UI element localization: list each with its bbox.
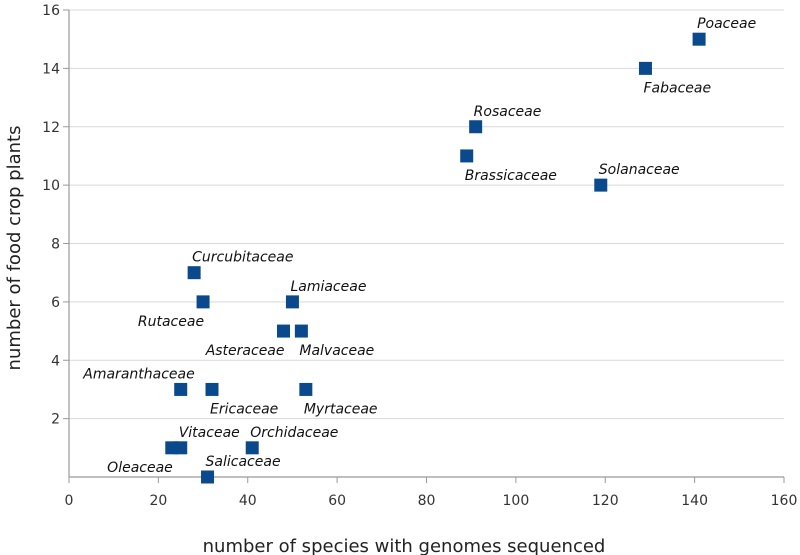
label-salicaceae: Salicaceae xyxy=(206,454,281,470)
label-rosaceae: Rosaceae xyxy=(474,104,542,120)
label-amaranthaceae: Amaranthaceae xyxy=(82,366,194,382)
point-asteraceae xyxy=(277,324,290,338)
point-labels: Poaceae Fabaceae Rosaceae Brassicaceae Solan… xyxy=(82,16,756,476)
y-axis-title: number of food crop plants xyxy=(4,126,25,371)
point-fabaceae xyxy=(638,61,652,75)
label-fabaceae: Fabaceae xyxy=(643,80,711,96)
label-lamiaceae: Lamiaceae xyxy=(290,279,366,295)
x-tick-label: 100 xyxy=(503,493,530,509)
point-rosaceae xyxy=(469,120,483,134)
grid-lines xyxy=(69,9,784,420)
label-poaceae: Poaceae xyxy=(697,16,756,32)
y-tick-label: 10 xyxy=(42,178,60,194)
x-axis-title: number of species with genomes sequenced xyxy=(203,536,606,555)
y-tick-label: 14 xyxy=(42,61,60,77)
axes xyxy=(63,9,785,483)
x-tick-label: 20 xyxy=(149,493,167,509)
point-orchidaceae xyxy=(245,441,259,455)
label-oleaceae: Oleaceae xyxy=(107,460,173,476)
label-brassicaceae: Brassicaceae xyxy=(465,168,557,184)
data-points xyxy=(165,32,706,484)
x-tick-label: 0 xyxy=(65,493,74,509)
label-malvaceae: Malvaceae xyxy=(299,343,374,359)
point-lamiaceae xyxy=(285,295,299,309)
label-curcubitaceae: Curcubitaceae xyxy=(192,250,293,266)
x-tick-label: 60 xyxy=(328,493,346,509)
point-myrtaceae xyxy=(299,382,313,396)
y-tick-label: 12 xyxy=(42,120,60,136)
point-oleaceae xyxy=(165,441,179,455)
x-tick-label: 160 xyxy=(771,493,798,509)
x-tick-label: 40 xyxy=(239,493,257,509)
label-asteraceae: Asteraceae xyxy=(205,343,285,359)
y-tick-label: 8 xyxy=(51,237,60,253)
label-ericaceae: Ericaceae xyxy=(210,401,278,417)
y-tick-label: 4 xyxy=(51,353,60,369)
point-curcubitaceae xyxy=(187,266,201,280)
x-tick-label: 140 xyxy=(681,493,708,509)
point-solanaceae xyxy=(594,178,608,192)
point-malvaceae xyxy=(294,324,308,338)
label-myrtaceae: Myrtaceae xyxy=(304,401,378,417)
point-salicaceae xyxy=(201,470,215,484)
label-rutaceae: Rutaceae xyxy=(138,314,204,330)
x-tick-label: 120 xyxy=(592,493,619,509)
label-orchidaceae: Orchidaceae xyxy=(250,425,338,441)
point-amaranthaceae xyxy=(174,382,188,396)
x-tick-label: 80 xyxy=(418,493,436,509)
label-vitaceae: Vitaceae xyxy=(179,425,240,441)
label-solanaceae: Solanaceae xyxy=(599,162,680,178)
y-tick-label: 16 xyxy=(42,3,60,19)
point-rutaceae xyxy=(196,295,210,309)
point-poaceae xyxy=(692,32,706,46)
point-brassicaceae xyxy=(460,149,474,163)
y-tick-label: 6 xyxy=(51,295,60,311)
y-tick-label: 2 xyxy=(51,412,60,428)
point-ericaceae xyxy=(205,382,219,396)
